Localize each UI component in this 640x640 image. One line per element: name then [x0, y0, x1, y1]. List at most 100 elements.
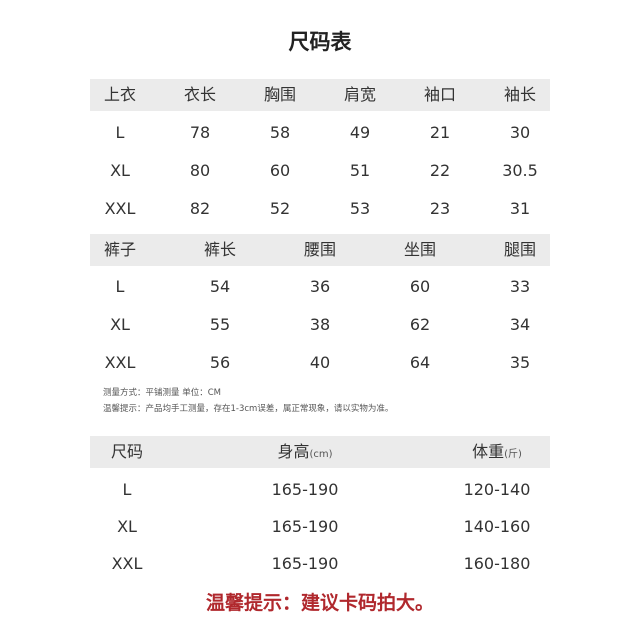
cell-text: 裤子 — [103, 240, 136, 259]
pants-table-cell: XXL — [80, 347, 160, 379]
cell-text: XL — [117, 517, 137, 536]
fit-table-cell: 165-190 — [265, 548, 345, 580]
fit-table-cell: XXL — [87, 548, 167, 580]
cell-text: 64 — [409, 353, 431, 372]
fit-table-cell: 160-180 — [457, 548, 537, 580]
top-table-row: XL 80 60 51 22 30.5 — [90, 155, 550, 187]
fit-table-cell: 身高(cm) — [245, 436, 365, 468]
cell-text: 62 — [409, 315, 431, 334]
cell-text: 51 — [349, 161, 371, 180]
cell-text: XXL — [111, 554, 143, 573]
pants-table-cell: 62 — [380, 309, 460, 341]
cell-text: L — [115, 277, 125, 296]
cell-text: 120-140 — [463, 480, 531, 499]
top-table-cell: 78 — [160, 117, 240, 149]
pants-table-cell: 35 — [480, 347, 560, 379]
top-table-header: 上衣 衣长 胸围 肩宽 袖口 袖长 — [90, 79, 550, 111]
pants-table-cell: 40 — [280, 347, 360, 379]
cell-text: L — [122, 480, 132, 499]
top-table-cell: 53 — [320, 193, 400, 225]
pants-table-cell: XL — [80, 309, 160, 341]
cell-text: 49 — [349, 123, 371, 142]
cell-text: 54 — [209, 277, 231, 296]
cell-text: 腰围 — [303, 240, 336, 259]
top-table-cell: 袖口 — [400, 79, 480, 111]
cell-text: 40 — [309, 353, 331, 372]
fit-table-cell: 140-160 — [457, 511, 537, 543]
top-table-cell: 30 — [480, 117, 560, 149]
top-table-cell: 30.5 — [480, 155, 560, 187]
top-table-cell: 49 — [320, 117, 400, 149]
cell-text: 腿围 — [503, 240, 536, 259]
top-table-cell: 衣长 — [160, 79, 240, 111]
top-table-cell: L — [80, 117, 160, 149]
fit-table-row: XXL 165-190 160-180 — [90, 548, 550, 580]
top-table-cell: 80 — [160, 155, 240, 187]
pants-table-row: L 54 36 60 33 — [90, 271, 550, 303]
cell-text: 袖长 — [503, 85, 536, 104]
cell-text: 55 — [209, 315, 231, 334]
top-table-row: L 78 58 49 21 30 — [90, 117, 550, 149]
top-table-row: XXL 82 52 53 23 31 — [90, 193, 550, 225]
cell-text: 82 — [189, 199, 211, 218]
cell-text: 22 — [429, 161, 451, 180]
tolerance-note: 温馨提示：产品均手工测量，存在1-3cm误差，属正常现象，请以实物为准。 — [103, 404, 394, 414]
cell-text: 上衣 — [103, 85, 136, 104]
measurement-note: 测量方式：平铺测量 单位：CM — [103, 388, 221, 398]
pants-table-cell: L — [80, 271, 160, 303]
pants-table-cell: 55 — [180, 309, 260, 341]
fit-table-cell: 165-190 — [265, 511, 345, 543]
cell-text: 165-190 — [271, 480, 339, 499]
cell-text: 165-190 — [271, 554, 339, 573]
top-table-cell: 60 — [240, 155, 320, 187]
cell-text: 60 — [409, 277, 431, 296]
cell-text: 36 — [309, 277, 331, 296]
cell-text: 35 — [509, 353, 531, 372]
cell-text: 尺码 — [110, 442, 143, 461]
cell-text: 165-190 — [271, 517, 339, 536]
cell-text: 31 — [509, 199, 531, 218]
top-table-cell: 肩宽 — [320, 79, 400, 111]
pants-table-cell: 36 — [280, 271, 360, 303]
top-table-cell: 22 — [400, 155, 480, 187]
cell-text: 33 — [509, 277, 531, 296]
fit-table-row: L 165-190 120-140 — [90, 474, 550, 506]
cell-text: 袖口 — [423, 85, 456, 104]
cell-text: 34 — [509, 315, 531, 334]
cell-text: 78 — [189, 123, 211, 142]
cell-text: 23 — [429, 199, 451, 218]
cell-text: 衣长 — [183, 85, 216, 104]
cell-text: 21 — [429, 123, 451, 142]
unit-label: (斤) — [504, 449, 522, 460]
top-table-cell: 21 — [400, 117, 480, 149]
cell-text: 38 — [309, 315, 331, 334]
top-table-cell: 23 — [400, 193, 480, 225]
fit-table-cell: 165-190 — [265, 474, 345, 506]
pants-table-header: 裤子 裤长 腰围 坐围 腿围 — [90, 234, 550, 266]
cell-text: 30 — [509, 123, 531, 142]
pants-table-cell: 腰围 — [280, 234, 360, 266]
fit-table-cell: XL — [87, 511, 167, 543]
pants-table-cell: 裤子 — [80, 234, 160, 266]
pants-table-cell: 裤长 — [180, 234, 260, 266]
pants-table-row: XL 55 38 62 34 — [90, 309, 550, 341]
cell-text: 56 — [209, 353, 231, 372]
pants-table-cell: 腿围 — [480, 234, 560, 266]
fit-table-cell: L — [87, 474, 167, 506]
pants-table-cell: 33 — [480, 271, 560, 303]
pants-table-cell: 38 — [280, 309, 360, 341]
fit-table-cell: 120-140 — [457, 474, 537, 506]
cell-text: XXL — [104, 353, 136, 372]
cell-text: 胸围 — [263, 85, 296, 104]
cell-text: 52 — [269, 199, 291, 218]
cell-text: 58 — [269, 123, 291, 142]
top-table-cell: 胸围 — [240, 79, 320, 111]
pants-table-cell: 34 — [480, 309, 560, 341]
pants-table-row: XXL 56 40 64 35 — [90, 347, 550, 379]
cell-text: 160-180 — [463, 554, 531, 573]
page-title: 尺码表 — [288, 30, 352, 54]
cell-text: 身高 — [277, 442, 310, 461]
fit-table-row: XL 165-190 140-160 — [90, 511, 550, 543]
top-table-cell: 31 — [480, 193, 560, 225]
cell-text: 140-160 — [463, 517, 531, 536]
